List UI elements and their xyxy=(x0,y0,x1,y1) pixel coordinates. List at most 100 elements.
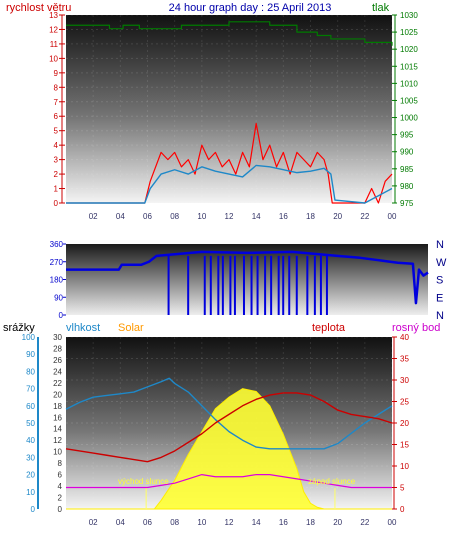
solar-tick-label: 8 xyxy=(58,459,63,468)
wind-tick-label: 6 xyxy=(54,112,59,121)
solar-tick-label: 6 xyxy=(58,471,63,480)
solar-label: Solar xyxy=(118,322,144,334)
temperature-tick-label: 5 xyxy=(400,484,405,493)
pressure-tick-label: 985 xyxy=(400,165,414,174)
x-tick-label: 02 xyxy=(89,212,98,221)
rain-tick-label: 50 xyxy=(26,419,35,428)
solar-tick-label: 2 xyxy=(58,494,63,503)
x-tick-label: 10 xyxy=(197,518,206,527)
solar-tick-label: 18 xyxy=(53,402,62,411)
temperature-line xyxy=(65,392,393,463)
pressure-tick-label: 975 xyxy=(400,199,414,208)
temperature-tick-label: 20 xyxy=(400,419,409,428)
x-tick-label: 20 xyxy=(333,518,342,527)
temperature-tick-label: 30 xyxy=(400,376,409,385)
direction-panel xyxy=(66,244,428,315)
temperature-tick-label: 25 xyxy=(400,398,409,407)
x-tick-label: 12 xyxy=(225,518,234,527)
wind-direction-line xyxy=(66,250,429,305)
x-tick-label: 00 xyxy=(388,518,397,527)
dew-point-line xyxy=(66,474,392,489)
rain-tick-label: 80 xyxy=(26,367,35,376)
x-tick-label: 16 xyxy=(279,518,288,527)
pressure-tick-label: 1010 xyxy=(400,79,418,88)
wind-tick-label: 13 xyxy=(49,11,58,20)
pressure-tick-label: 1005 xyxy=(400,96,418,105)
pressure-tick-label: 1025 xyxy=(400,28,418,37)
rain-tick-label: 20 xyxy=(26,471,35,480)
rain-tick-label: 90 xyxy=(26,350,35,359)
x-tick-label: 08 xyxy=(170,212,179,221)
x-tick-label: 04 xyxy=(116,212,125,221)
wind-tick-label: 9 xyxy=(54,69,59,78)
solar-tick-label: 10 xyxy=(53,448,62,457)
direction-tick-label: 90 xyxy=(54,293,63,302)
humidity-line xyxy=(65,377,393,450)
temperature-tick-label: 40 xyxy=(400,333,409,342)
wind-tick-label: 12 xyxy=(49,25,58,34)
wind-tick-label: 1 xyxy=(54,185,59,194)
direction-tick-label: 270 xyxy=(50,258,64,267)
x-tick-label: 04 xyxy=(116,518,125,527)
solar-tick-label: 22 xyxy=(53,379,62,388)
rain-tick-label: 100 xyxy=(22,333,36,342)
x-tick-label: 18 xyxy=(306,518,315,527)
solar-tick-label: 26 xyxy=(53,356,62,365)
rain-tick-label: 70 xyxy=(26,385,35,394)
humidity-label: vlhkost xyxy=(66,322,100,334)
solar-tick-label: 28 xyxy=(53,344,62,353)
solar-tick-label: 4 xyxy=(58,482,63,491)
pressure-tick-label: 980 xyxy=(400,182,414,191)
wind-tick-label: 2 xyxy=(54,170,59,179)
sunrise-label: východ slunce xyxy=(118,477,169,486)
x-tick-label: 02 xyxy=(89,518,98,527)
dew-label: rosný bod xyxy=(392,322,440,334)
pressure-tick-label: 1030 xyxy=(400,11,418,20)
rain-tick-label: 60 xyxy=(26,402,35,411)
wind-tick-label: 4 xyxy=(54,141,59,150)
x-tick-label: 20 xyxy=(333,212,342,221)
pressure-line xyxy=(66,21,393,46)
wind-tick-label: 5 xyxy=(54,127,59,136)
x-tick-label: 10 xyxy=(197,212,206,221)
x-tick-label: 08 xyxy=(170,518,179,527)
sunset-label: západ slunce xyxy=(308,477,356,486)
chart-title: 24 hour graph day : 25 April 2013 xyxy=(169,2,332,14)
rain-tick-label: 30 xyxy=(26,453,35,462)
x-tick-label: 06 xyxy=(143,518,152,527)
x-tick-label: 06 xyxy=(143,212,152,221)
pressure-tick-label: 1000 xyxy=(400,114,418,123)
wind-tick-label: 7 xyxy=(54,98,59,107)
wind-tick-label: 3 xyxy=(54,156,59,165)
solar-tick-label: 24 xyxy=(53,367,62,376)
x-tick-label: 14 xyxy=(252,518,261,527)
rain-tick-label: 40 xyxy=(26,436,35,445)
solar-tick-label: 20 xyxy=(53,390,62,399)
wind-gust-line xyxy=(66,122,393,204)
temperature-tick-label: 0 xyxy=(400,505,405,514)
compass-label: N xyxy=(436,310,444,322)
solar-area xyxy=(66,388,392,510)
compass-label: S xyxy=(436,275,443,287)
temperature-label: teplota xyxy=(312,322,346,334)
compass-label: N xyxy=(436,239,444,251)
x-tick-label: 22 xyxy=(360,212,369,221)
solar-tick-label: 16 xyxy=(53,413,62,422)
direction-tick-label: 0 xyxy=(59,311,64,320)
rain-axis-label: srážky xyxy=(3,322,35,334)
direction-tick-label: 360 xyxy=(50,240,64,249)
solar-tick-label: 12 xyxy=(53,436,62,445)
wind-panel xyxy=(66,15,392,203)
temperature-tick-label: 10 xyxy=(400,462,409,471)
pressure-tick-label: 990 xyxy=(400,148,414,157)
x-tick-label: 12 xyxy=(225,212,234,221)
wind-average-line xyxy=(66,164,393,204)
pressure-label: tlak xyxy=(372,2,390,14)
pressure-tick-label: 1020 xyxy=(400,45,418,54)
direction-tick-label: 180 xyxy=(50,276,64,285)
x-tick-label: 22 xyxy=(360,518,369,527)
wind-label: rychlost větru xyxy=(6,2,71,14)
x-tick-label: 18 xyxy=(306,212,315,221)
x-tick-label: 14 xyxy=(252,212,261,221)
